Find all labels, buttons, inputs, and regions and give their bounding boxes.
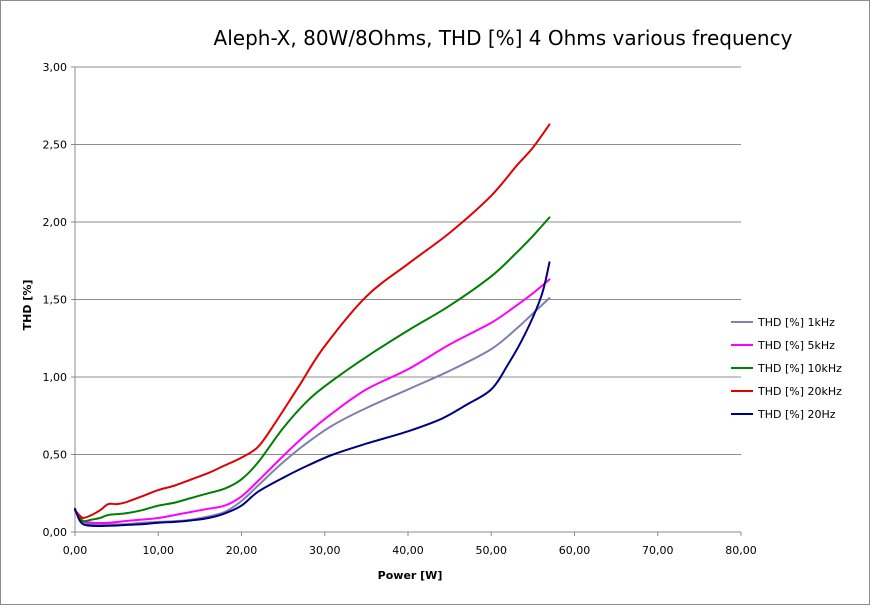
series-lines	[74, 123, 551, 527]
x-tick-label: 0,00	[63, 544, 88, 557]
x-tick-labels: 0,00 10,00 20,00 30,00 40,00 50,00 60,00 70,00 8…	[63, 544, 757, 557]
legend: THD [%] 1kHz THD [%] 5kHz THD [%] 10kHz THD…	[731, 316, 842, 421]
legend-entry: THD [%] 1kHz	[757, 316, 835, 329]
x-axis-label: Power [W]	[378, 569, 443, 582]
x-tick-label: 40,00	[392, 544, 424, 557]
legend-entry: THD [%] 20Hz	[757, 408, 836, 421]
chart-title: Aleph-X, 80W/8Ohms, THD [%] 4 Ohms vario…	[214, 26, 793, 50]
series-line-2	[74, 278, 551, 524]
legend-entry: THD [%] 20kHz	[757, 385, 842, 398]
x-tick-label: 80,00	[725, 544, 757, 557]
y-tick-label: 1,50	[43, 294, 68, 307]
series-line-3	[74, 216, 551, 523]
x-tick-label: 70,00	[642, 544, 674, 557]
series-line-4	[74, 123, 551, 519]
x-tick-label: 60,00	[559, 544, 591, 557]
series-line-1	[74, 297, 551, 526]
axes	[71, 66, 742, 536]
y-tick-label: 2,50	[43, 139, 68, 152]
y-tick-label: 0,50	[43, 449, 68, 462]
series-line-5	[74, 261, 551, 527]
y-tick-labels: 0,00 0,50 1,00 1,50 2,00 2,50 3,00	[43, 61, 68, 539]
legend-entry: THD [%] 10kHz	[757, 362, 842, 375]
x-tick-label: 50,00	[476, 544, 508, 557]
y-tick-label: 1,00	[43, 371, 68, 384]
gridlines	[75, 66, 741, 455]
legend-entry: THD [%] 5kHz	[757, 339, 835, 352]
y-tick-label: 2,00	[43, 216, 68, 229]
y-tick-label: 3,00	[43, 61, 68, 74]
x-tick-label: 20,00	[226, 544, 258, 557]
y-tick-label: 0,00	[43, 526, 68, 539]
y-axis-label: THD [%]	[21, 280, 34, 331]
x-tick-label: 10,00	[143, 544, 175, 557]
x-tick-label: 30,00	[309, 544, 341, 557]
